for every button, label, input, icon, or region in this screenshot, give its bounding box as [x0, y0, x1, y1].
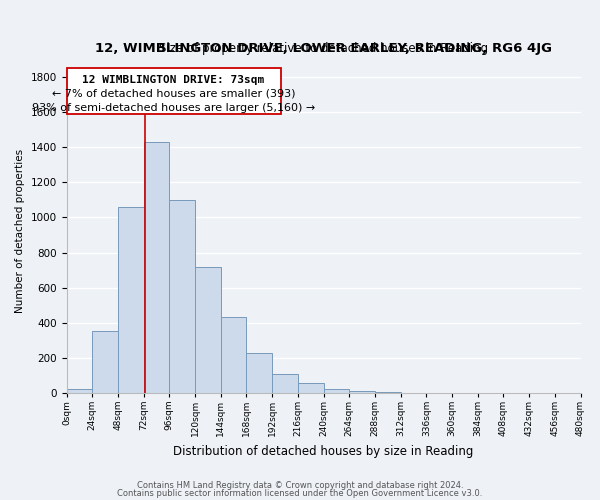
- Bar: [221, 316, 247, 393]
- Bar: [67, 68, 281, 114]
- Text: ← 7% of detached houses are smaller (393): ← 7% of detached houses are smaller (393…: [52, 88, 295, 99]
- Bar: [298, 383, 323, 393]
- Title: 12, WIMBLINGTON DRIVE, LOWER EARLEY, READING, RG6 4JG: 12, WIMBLINGTON DRIVE, LOWER EARLEY, REA…: [95, 42, 552, 54]
- Bar: [349, 391, 375, 393]
- Text: Size of property relative to detached houses in Reading: Size of property relative to detached ho…: [159, 42, 488, 56]
- Text: Contains HM Land Registry data © Crown copyright and database right 2024.: Contains HM Land Registry data © Crown c…: [137, 481, 463, 490]
- Bar: [375, 392, 401, 393]
- Bar: [118, 207, 143, 393]
- Bar: [247, 354, 272, 393]
- Bar: [272, 374, 298, 393]
- Bar: [323, 390, 349, 393]
- Bar: [195, 266, 221, 393]
- Bar: [92, 332, 118, 393]
- Text: 93% of semi-detached houses are larger (5,160) →: 93% of semi-detached houses are larger (…: [32, 102, 315, 113]
- Bar: [169, 200, 195, 393]
- Bar: [67, 390, 92, 393]
- Text: 12 WIMBLINGTON DRIVE: 73sqm: 12 WIMBLINGTON DRIVE: 73sqm: [82, 74, 265, 85]
- Y-axis label: Number of detached properties: Number of detached properties: [15, 148, 25, 312]
- Bar: [143, 142, 169, 393]
- Text: Contains public sector information licensed under the Open Government Licence v3: Contains public sector information licen…: [118, 488, 482, 498]
- X-axis label: Distribution of detached houses by size in Reading: Distribution of detached houses by size …: [173, 444, 474, 458]
